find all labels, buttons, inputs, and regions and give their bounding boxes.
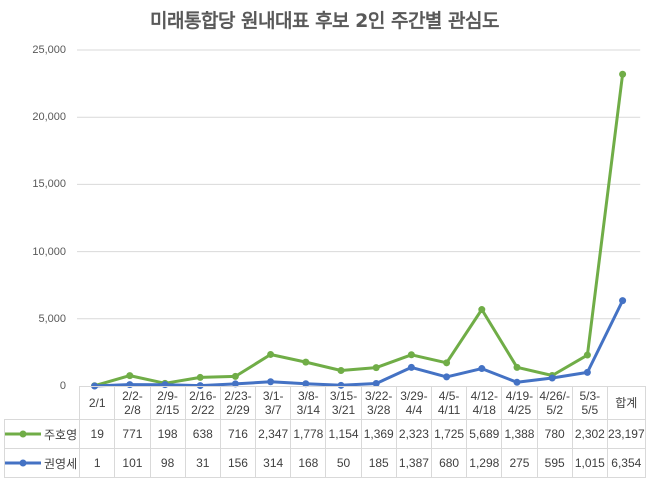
table-cell: 2,323	[395, 419, 433, 449]
legend-key-green: 주호영	[3, 419, 81, 449]
table-cell: 101	[114, 448, 151, 478]
category-label: 4/12- 4/18	[466, 386, 503, 420]
series-green-line	[91, 70, 627, 390]
category-label: 2/9- 2/15	[149, 386, 186, 420]
data-point-marker	[583, 368, 591, 376]
table-cell: 595	[536, 448, 573, 478]
table-cell: 1,778	[290, 419, 327, 449]
y-tick-label: 0	[59, 380, 66, 392]
data-point-marker	[267, 350, 275, 358]
table-corner	[4, 386, 81, 420]
table-cell: 98	[149, 448, 186, 478]
data-point-marker	[372, 380, 380, 388]
data-table: 2/1 2/2- 2/8 2/9- 2/15 2/16- 2/22 2/23- 2/29 3/1-…	[3, 386, 646, 478]
series-blue-line	[91, 297, 627, 390]
series-name: 주호영	[44, 427, 78, 442]
table-header-row: 2/1 2/2- 2/8 2/9- 2/15 2/16- 2/22 2/23- 2/29 3/1-…	[4, 386, 646, 420]
table-row: 권영세 1 101 98 31 156 314 168 50 185 1,387 680 1,298 27…	[3, 448, 646, 478]
table-cell: 771	[114, 419, 151, 449]
data-point-marker	[548, 374, 556, 382]
table-cell: 5,689	[466, 419, 503, 449]
data-point-marker	[302, 380, 310, 388]
table-cell: 2,347	[255, 419, 292, 449]
table-cell: 23,197	[606, 419, 646, 449]
legend-key-blue: 권영세	[3, 448, 81, 478]
category-label: 3/22- 3/28	[360, 386, 397, 420]
data-point-marker	[513, 363, 521, 371]
data-point-marker	[407, 351, 415, 359]
table-cell: 1,725	[430, 419, 468, 449]
table-cell: 31	[184, 448, 221, 478]
table-cell: 638	[184, 419, 221, 449]
table-cell: 198	[149, 419, 186, 449]
data-point-marker	[337, 366, 345, 374]
category-label: 2/16- 2/22	[184, 386, 221, 420]
data-point-marker	[619, 70, 627, 78]
category-label: 2/2- 2/8	[114, 386, 151, 420]
category-label: 5/3- 5/5	[571, 386, 608, 420]
table-cell: 1,369	[360, 419, 397, 449]
category-label: 4/5- 4/11	[430, 386, 468, 420]
data-point-marker	[619, 297, 627, 305]
category-label: 3/8- 3/14	[290, 386, 327, 420]
category-label: 4/19- 4/25	[501, 386, 538, 420]
table-cell: 680	[430, 448, 468, 478]
y-tick-label: 5,000	[38, 312, 66, 325]
y-tick-label: 20,000	[32, 111, 66, 124]
data-point-marker	[478, 365, 486, 373]
category-label: 3/1- 3/7	[255, 386, 292, 420]
legend-line-marker-icon	[5, 459, 41, 467]
data-point-marker	[231, 372, 239, 380]
category-label: 2/1	[79, 386, 116, 420]
table-cell: 314	[255, 448, 292, 478]
data-point-marker	[231, 380, 239, 388]
table-cell: 1	[79, 448, 116, 478]
category-label: 2/23- 2/29	[219, 386, 257, 420]
table-cell: 2,302	[571, 419, 608, 449]
data-point-marker	[196, 373, 204, 381]
table-cell: 1,298	[466, 448, 503, 478]
data-point-marker	[513, 378, 521, 386]
category-label: 4/26/- 5/2	[536, 386, 573, 420]
data-point-marker	[583, 351, 591, 359]
category-label: 3/15- 3/21	[325, 386, 362, 420]
data-point-marker	[443, 359, 451, 367]
table-cell: 1,154	[325, 419, 362, 449]
table-cell: 1,387	[395, 448, 433, 478]
y-tick-label: 15,000	[32, 178, 66, 191]
table-cell: 780	[536, 419, 573, 449]
table-cell: 168	[290, 448, 327, 478]
table-cell: 1,388	[501, 419, 538, 449]
table-cell: 275	[501, 448, 538, 478]
data-point-marker	[407, 363, 415, 371]
table-cell: 19	[79, 419, 116, 449]
data-point-marker	[478, 306, 486, 314]
data-point-marker	[126, 372, 134, 380]
table-cell: 185	[360, 448, 397, 478]
table-cell: 716	[219, 419, 257, 449]
table-cell: 50	[325, 448, 362, 478]
data-point-marker	[372, 364, 380, 372]
y-tick-label: 25,000	[32, 44, 66, 56]
data-point-marker	[443, 373, 451, 381]
data-point-marker	[302, 358, 310, 366]
y-tick-label: 10,000	[32, 245, 66, 258]
chart-title: 미래통합당 원내대표 후보 2인 주간별 관심도	[150, 10, 499, 32]
category-label: 3/29- 4/4	[395, 386, 433, 420]
table-cell: 1,015	[571, 448, 608, 478]
series-name: 권영세	[44, 456, 78, 471]
category-label: 합계	[606, 386, 646, 420]
legend-line-marker-icon	[5, 430, 41, 438]
table-row: 주호영 19 771 198 638 716 2,347 1,778 1,154 1,369 2,3…	[3, 419, 646, 449]
table-cell: 6,354	[606, 448, 646, 478]
data-point-marker	[267, 378, 275, 386]
table-cell: 156	[219, 448, 257, 478]
